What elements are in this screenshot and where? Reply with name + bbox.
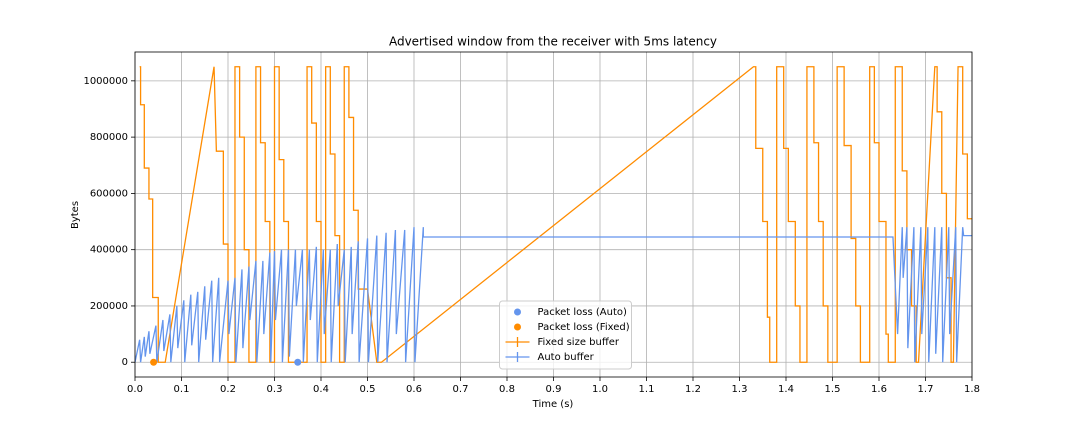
x-tick-label: 1.5 bbox=[825, 384, 841, 395]
x-tick-label: 0.5 bbox=[360, 384, 376, 395]
y-tick-label: 400000 bbox=[90, 245, 128, 256]
y-tick-label: 0 bbox=[122, 357, 128, 368]
x-tick-label: 1.7 bbox=[918, 384, 934, 395]
x-tick-label: 0.4 bbox=[313, 384, 329, 395]
x-tick-label: 1.2 bbox=[685, 384, 701, 395]
x-tick-label: 1.4 bbox=[778, 384, 794, 395]
legend-box bbox=[499, 300, 632, 370]
packet-loss-point bbox=[150, 358, 158, 366]
x-axis-label: Time (s) bbox=[532, 399, 574, 410]
x-tick-label: 1.6 bbox=[871, 384, 887, 395]
x-tick-label: 0.3 bbox=[267, 384, 283, 395]
y-tick-label: 600000 bbox=[90, 188, 128, 199]
legend-marker bbox=[514, 308, 521, 316]
legend-label: Packet loss (Auto) bbox=[538, 307, 628, 318]
y-tick-label: 200000 bbox=[90, 301, 128, 312]
legend-label: Fixed size buffer bbox=[538, 337, 620, 348]
x-tick-label: 1.0 bbox=[592, 384, 608, 395]
series-line bbox=[139, 66, 972, 363]
series-line bbox=[135, 227, 972, 363]
x-tick-label: 1.8 bbox=[964, 384, 980, 395]
x-tick-label: 0.8 bbox=[499, 384, 515, 395]
y-tick-label: 1000000 bbox=[83, 76, 128, 87]
y-tick-label: 800000 bbox=[90, 132, 128, 143]
x-tick-label: 0.7 bbox=[453, 384, 469, 395]
y-axis-label: Bytes bbox=[70, 201, 81, 229]
x-tick-label: 1.1 bbox=[639, 384, 655, 395]
x-tick-label: 0.0 bbox=[127, 384, 143, 395]
legend-label: Auto buffer bbox=[538, 352, 595, 363]
x-tick-label: 1.3 bbox=[732, 384, 748, 395]
legend-marker bbox=[514, 323, 521, 331]
x-tick-label: 0.1 bbox=[174, 384, 190, 395]
legend: Packet loss (Auto) Packet loss (Fixed) Fix… bbox=[499, 300, 632, 370]
x-tick-label: 0.2 bbox=[220, 384, 236, 395]
plot-frame bbox=[134, 51, 973, 378]
x-tick-label: 0.9 bbox=[546, 384, 562, 395]
x-tick-label: 0.6 bbox=[406, 384, 422, 395]
chart-title: Advertised window from the receiver with… bbox=[389, 35, 717, 49]
legend-label: Packet loss (Fixed) bbox=[538, 322, 630, 333]
packet-loss-point bbox=[294, 358, 302, 366]
